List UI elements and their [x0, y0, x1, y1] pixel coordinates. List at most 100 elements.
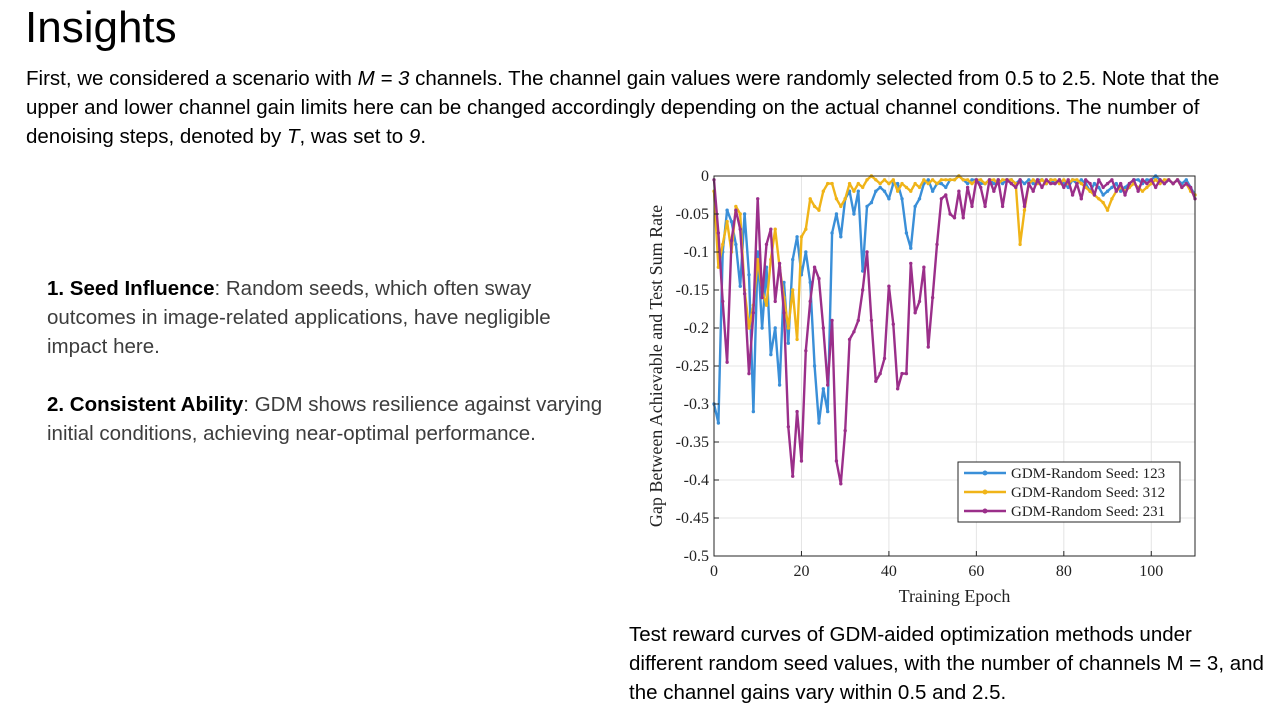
data-point — [786, 326, 791, 330]
data-point — [1175, 178, 1180, 182]
data-point — [834, 212, 839, 216]
data-point — [1145, 178, 1149, 182]
slide-title: Insights — [25, 3, 177, 52]
data-point — [839, 204, 843, 209]
data-point — [799, 459, 804, 463]
data-point — [904, 231, 909, 235]
data-point — [1088, 181, 1092, 186]
data-point — [834, 197, 839, 201]
y-tick-label: -0.4 — [684, 472, 709, 489]
data-point — [900, 181, 904, 186]
data-point — [729, 238, 734, 243]
intro-paragraph: First, we considered a scenario with M =… — [26, 64, 1256, 151]
data-point — [1031, 181, 1035, 186]
data-point — [878, 185, 882, 190]
data-point — [860, 185, 865, 190]
data-point — [926, 181, 930, 186]
data-point — [1053, 178, 1057, 182]
point-consistent-ability: 2. Consistent Ability: GDM shows resilie… — [47, 390, 607, 448]
data-point — [804, 227, 808, 231]
data-point — [738, 284, 742, 288]
data-point — [795, 235, 799, 239]
data-point — [1066, 178, 1070, 182]
data-point — [1075, 181, 1079, 186]
data-point — [1022, 181, 1027, 186]
x-axis-label: Training Epoch — [899, 586, 1011, 606]
legend-marker — [982, 489, 988, 495]
legend-marker — [982, 470, 988, 476]
data-point — [1184, 178, 1188, 182]
data-point — [769, 227, 773, 231]
data-point — [944, 178, 948, 182]
data-point — [1040, 185, 1044, 190]
data-point — [1118, 189, 1123, 193]
data-point — [930, 295, 935, 300]
data-point — [1136, 189, 1140, 193]
figure-caption: Test reward curves of GDM-aided optimiza… — [629, 623, 1264, 704]
data-point — [909, 189, 913, 193]
y-tick-label: 0 — [701, 168, 709, 185]
y-tick-label: -0.35 — [676, 434, 709, 451]
data-point — [1158, 178, 1162, 182]
data-point — [738, 227, 742, 231]
data-point — [1110, 178, 1114, 182]
data-point — [1035, 178, 1040, 182]
point-seed-influence: 1. Seed Influence: Random seeds, which o… — [47, 274, 607, 361]
data-point — [1101, 200, 1105, 205]
data-point — [860, 269, 865, 273]
data-point — [1110, 197, 1114, 201]
data-point — [970, 181, 974, 186]
x-tick-label: 100 — [1139, 563, 1163, 580]
data-point — [865, 250, 869, 254]
data-point — [843, 197, 847, 201]
legend-label: GDM-Random Seed: 231 — [1011, 504, 1165, 520]
data-point — [900, 371, 904, 376]
data-point — [742, 212, 747, 216]
data-point — [847, 181, 852, 186]
data-point — [769, 352, 773, 357]
data-point — [1027, 181, 1031, 186]
data-point — [1053, 181, 1057, 186]
data-point — [865, 178, 869, 182]
data-point — [1153, 178, 1158, 182]
data-point — [891, 322, 895, 326]
data-point — [1188, 185, 1193, 190]
data-point — [878, 371, 882, 376]
data-point — [926, 178, 930, 182]
test-reward-chart: 0 20 40 60 80 100 0 -0.05 -0.1 -0.15 -0.2 -0.25 -0.3… — [646, 168, 1197, 606]
data-point — [1009, 181, 1014, 186]
data-point — [847, 337, 852, 342]
data-point — [935, 181, 939, 186]
data-point — [1140, 178, 1145, 182]
data-point — [1062, 185, 1066, 190]
data-point — [725, 208, 729, 212]
data-point — [1092, 193, 1097, 197]
data-point — [1070, 193, 1075, 197]
data-point — [891, 178, 895, 182]
legend-marker — [982, 508, 988, 514]
data-point — [1022, 208, 1027, 212]
y-tick-label: -0.05 — [676, 206, 709, 223]
data-point — [830, 181, 834, 186]
x-tick-label: 0 — [710, 563, 718, 580]
data-point — [721, 299, 725, 304]
legend: GDM-Random Seed: 123 GDM-Random Seed: 312… — [957, 461, 1181, 523]
data-point — [795, 409, 799, 414]
data-point — [874, 178, 878, 182]
data-point — [817, 276, 821, 281]
data-point — [909, 261, 913, 266]
x-tick-label: 80 — [1056, 563, 1072, 580]
data-point — [1153, 185, 1158, 190]
data-point — [852, 212, 856, 216]
data-point — [1105, 181, 1110, 186]
data-point — [1123, 185, 1127, 190]
data-point — [830, 318, 834, 323]
data-point — [1149, 178, 1153, 182]
data-point — [917, 299, 922, 304]
data-point — [1167, 178, 1171, 182]
data-point — [1079, 197, 1084, 201]
data-point — [856, 189, 860, 193]
data-point — [1031, 189, 1035, 193]
data-point — [1027, 178, 1031, 182]
data-point — [1000, 178, 1005, 182]
